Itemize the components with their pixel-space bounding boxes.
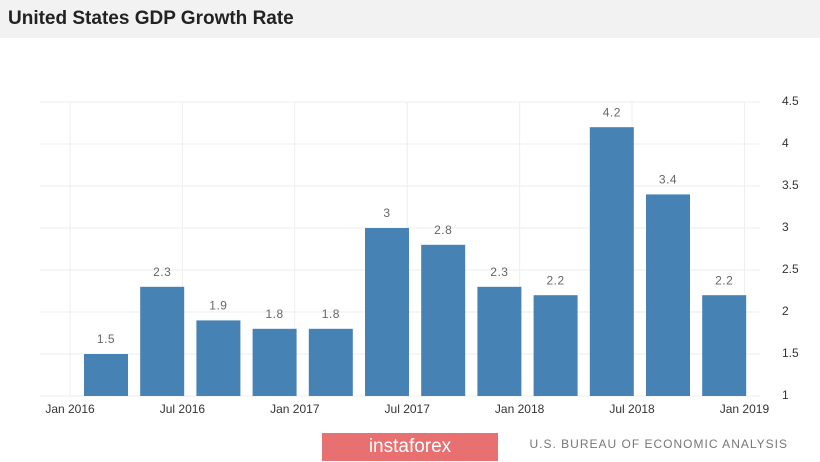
data-label: 1.8 [322,307,340,321]
y-tick-label: 3.5 [782,178,799,192]
logo-box [322,433,498,461]
bar [702,295,747,396]
y-tick-label: 4 [782,136,789,150]
bar [196,320,241,396]
y-tick-label: 2 [782,304,789,318]
bar [308,328,353,396]
x-tick-label: Jul 2016 [160,402,206,416]
bar [365,228,409,396]
data-label: 1.9 [209,299,227,313]
bar [589,127,634,396]
bar [84,354,128,396]
bar [646,194,690,396]
data-label: 2.3 [490,265,508,279]
bar [252,328,297,396]
data-label: 2.2 [715,273,733,287]
y-tick-label: 3 [782,220,789,234]
data-label: 1.8 [266,307,284,321]
x-tick-label: Jul 2017 [385,402,431,416]
x-tick-label: Jan 2016 [45,402,95,416]
data-label: 1.5 [97,332,115,346]
title-bar [0,0,820,38]
bar [533,295,578,396]
data-label: 3 [383,206,390,220]
chart-title: United States GDP Growth Rate [8,8,294,29]
data-label: 3.4 [659,173,677,187]
logo: instaforex [369,436,452,457]
x-tick-label: Jan 2017 [270,402,320,416]
x-tick-label: Jan 2018 [495,402,545,416]
data-label: 2.2 [547,273,565,287]
data-label: 2.8 [434,223,452,237]
y-tick-label: 1.5 [782,346,799,360]
bar [140,286,185,396]
bar [477,286,522,396]
x-tick-label: Jan 2019 [720,402,770,416]
source: U.S. BUREAU OF ECONOMIC ANALYSIS [530,437,789,451]
y-tick-label: 4.5 [782,94,799,108]
x-tick-label: Jul 2018 [609,402,655,416]
data-label: 2.3 [153,265,171,279]
data-label: 4.2 [603,105,621,119]
bar [421,244,466,396]
y-tick-label: 2.5 [782,262,799,276]
y-tick-label: 1 [782,388,789,402]
